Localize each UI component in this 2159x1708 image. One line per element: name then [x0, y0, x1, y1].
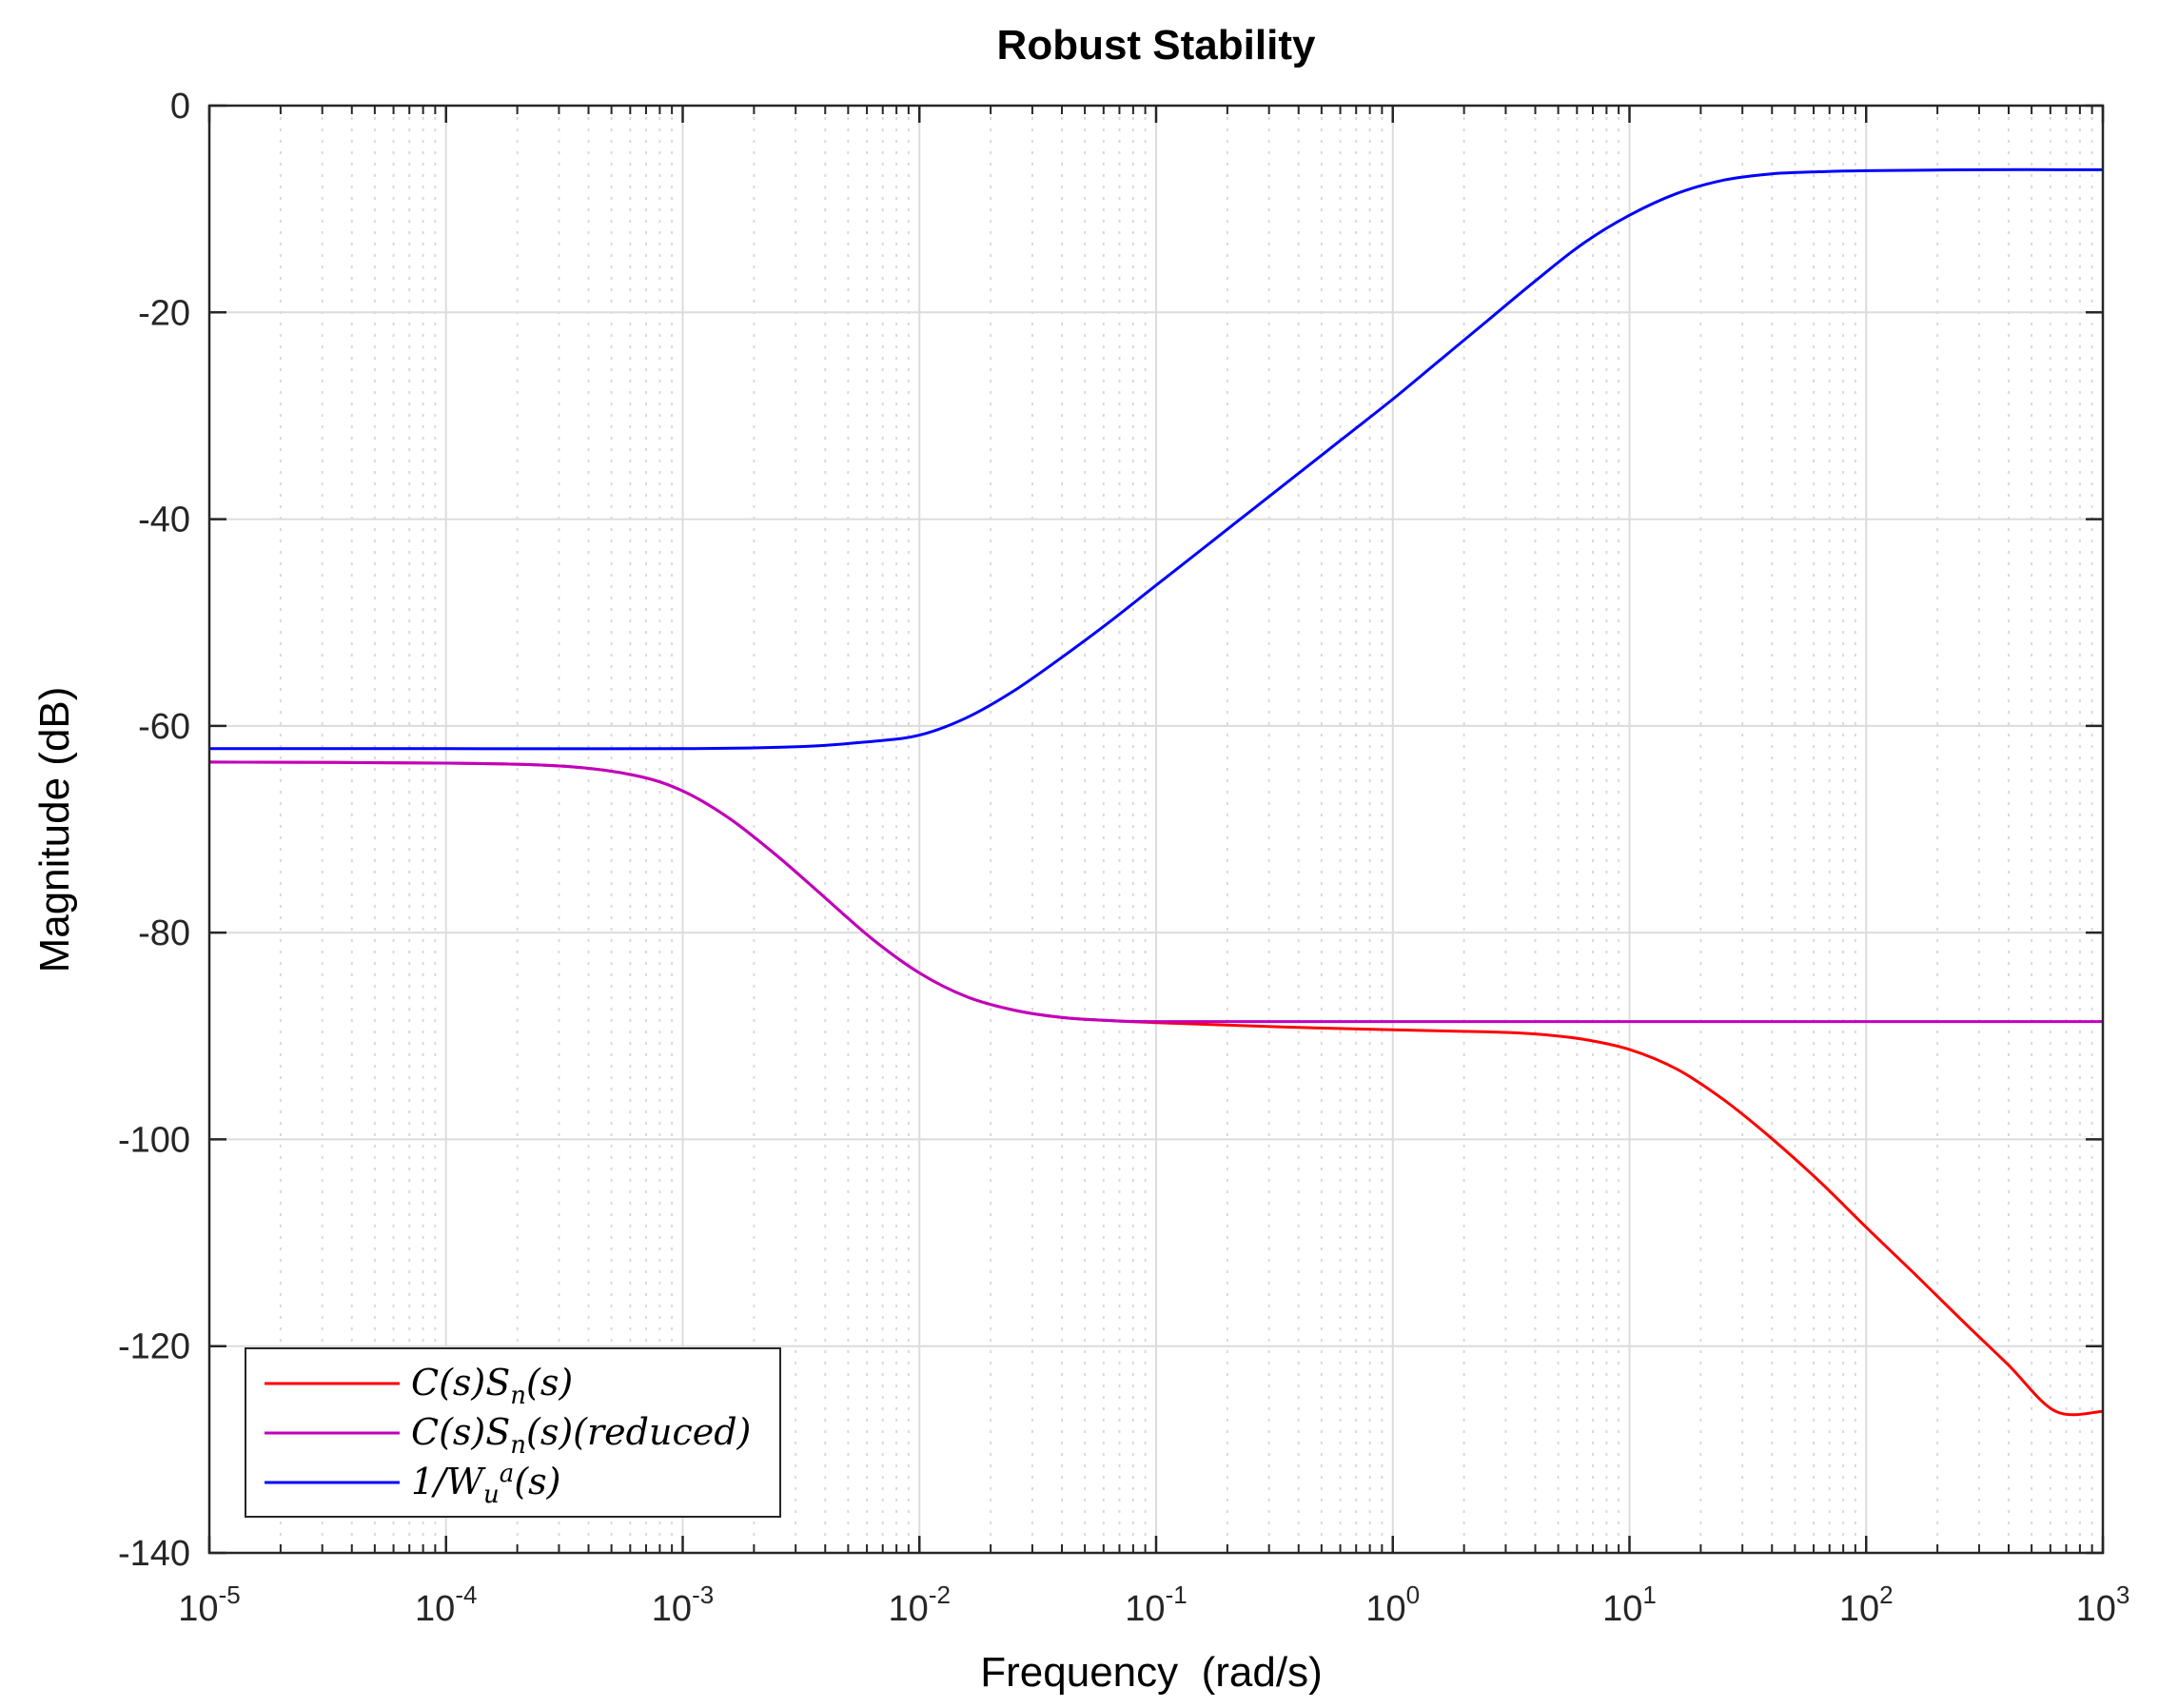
axis-ticks — [207, 104, 2105, 1555]
chart-title: Robust Stability — [997, 22, 1316, 69]
legend-label-2: C(s)Sn(s)(reduced) — [411, 1411, 751, 1460]
y-tick-label: 0 — [170, 87, 190, 127]
x-tick-label: 10-3 — [652, 1580, 714, 1629]
x-tick-label: 10-5 — [178, 1580, 240, 1629]
legend-label-3: 1/Wua(s) — [411, 1460, 560, 1509]
legend: C(s)Sn(s)C(s)Sn(s)(reduced)1/Wua(s) — [245, 1347, 781, 1518]
minor-grid — [279, 106, 2093, 1553]
y-axis-label: Magnitude (dB) — [31, 687, 78, 973]
legend-label-1: C(s)Sn(s) — [411, 1362, 573, 1410]
x-tick-label: 103 — [2076, 1580, 2130, 1629]
y-tick-labels: 0 -20 -40 -60 -80 -100 -120 -140 — [118, 87, 190, 1574]
series-line-2 — [208, 760, 2103, 1024]
x-tick-label: 100 — [1365, 1580, 1420, 1629]
y-tick-label: -100 — [118, 1120, 190, 1160]
y-tick-label: -20 — [138, 293, 190, 333]
x-tick-label: 102 — [1839, 1580, 1894, 1629]
y-tick-label: -40 — [138, 501, 190, 540]
series-layer — [208, 167, 2104, 1417]
y-tick-label: -60 — [138, 707, 190, 747]
x-axis-label: Frequency (rad/s) — [980, 1649, 1322, 1696]
x-tick-label: 10-1 — [1125, 1580, 1187, 1629]
y-tick-label: -140 — [118, 1534, 190, 1574]
y-tick-label: -80 — [138, 913, 190, 953]
x-tick-label: 10-2 — [889, 1580, 951, 1629]
series-line-3 — [209, 167, 2104, 751]
y-tick-label: -120 — [118, 1327, 190, 1367]
x-tick-label: 10-4 — [415, 1580, 477, 1629]
x-tick-label: 101 — [1602, 1580, 1657, 1629]
x-tick-labels: 10-5 10-4 10-3 10-2 10-1 100 101 102 103 — [178, 1580, 2130, 1629]
